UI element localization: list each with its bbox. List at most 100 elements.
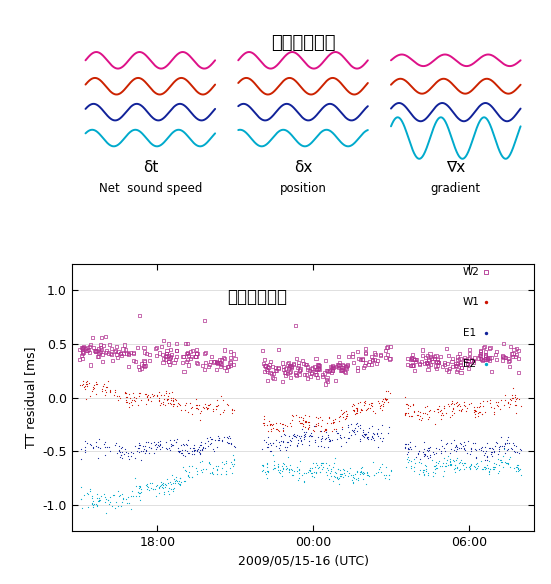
Point <box>135 440 144 450</box>
Point <box>407 444 415 454</box>
Point <box>507 349 516 359</box>
Point <box>300 411 309 420</box>
Point <box>361 349 370 358</box>
Point <box>166 439 175 449</box>
Point <box>461 445 469 454</box>
Point <box>172 352 181 361</box>
Point <box>100 450 109 459</box>
Point <box>77 380 86 390</box>
Point <box>409 360 418 370</box>
Point <box>279 458 288 468</box>
Point <box>514 460 522 470</box>
Point <box>155 395 164 405</box>
Point <box>183 347 192 357</box>
Point <box>295 431 304 440</box>
Point <box>202 402 210 412</box>
Point <box>383 429 392 438</box>
Point <box>348 426 356 435</box>
Point <box>101 383 110 392</box>
Point <box>116 349 125 358</box>
Point <box>365 404 374 413</box>
Point <box>511 467 520 476</box>
Point <box>220 459 229 468</box>
Point <box>294 475 302 484</box>
Text: 観測走時残差: 観測走時残差 <box>227 288 287 306</box>
Point <box>78 351 87 360</box>
Point <box>78 354 87 363</box>
Point <box>494 401 503 411</box>
Point <box>353 475 362 485</box>
Point <box>274 459 283 468</box>
Point <box>191 352 200 361</box>
Point <box>348 401 356 411</box>
Point <box>196 441 205 450</box>
Point <box>322 468 331 477</box>
Point <box>485 457 494 466</box>
Point <box>217 469 225 478</box>
Point <box>191 404 200 413</box>
Point <box>352 403 361 412</box>
Point <box>361 344 370 353</box>
Point <box>172 477 181 486</box>
Point <box>98 289 107 298</box>
Point <box>260 420 268 429</box>
Point <box>307 471 316 481</box>
Point <box>188 450 197 459</box>
Point <box>142 399 151 408</box>
Point <box>274 443 283 453</box>
Point <box>156 398 165 408</box>
Point <box>386 467 395 476</box>
Point <box>417 458 425 468</box>
Point <box>133 488 142 497</box>
Point <box>123 492 132 502</box>
Point <box>171 396 180 405</box>
Point <box>283 369 291 378</box>
Point <box>451 467 460 477</box>
Point <box>85 378 94 388</box>
Point <box>426 352 435 361</box>
Point <box>294 439 302 448</box>
Point <box>144 485 153 495</box>
Point <box>457 443 466 453</box>
Point <box>514 463 522 472</box>
Point <box>512 448 521 457</box>
Point <box>228 405 236 415</box>
Point <box>454 405 463 414</box>
Point <box>301 427 310 436</box>
Point <box>324 436 333 446</box>
Point <box>314 418 323 427</box>
Point <box>295 474 304 483</box>
Point <box>135 482 144 491</box>
Point <box>82 346 91 355</box>
Point <box>333 360 342 370</box>
Point <box>287 433 296 443</box>
Point <box>191 352 200 361</box>
Point <box>423 358 431 367</box>
Point <box>433 357 441 366</box>
Point <box>371 468 380 477</box>
Point <box>197 445 206 454</box>
Point <box>350 405 359 414</box>
Point <box>300 432 309 441</box>
Point <box>322 373 331 382</box>
Point <box>321 458 330 468</box>
Point <box>204 400 213 409</box>
Point <box>182 357 191 366</box>
Point <box>485 443 494 453</box>
Point <box>164 478 173 488</box>
Point <box>458 405 467 414</box>
Point <box>473 408 482 418</box>
Point <box>261 367 269 376</box>
Point <box>307 431 316 440</box>
Point <box>445 457 454 466</box>
Point <box>472 406 480 416</box>
Point <box>302 418 311 427</box>
Point <box>92 442 101 451</box>
Point <box>101 332 110 341</box>
Point <box>197 465 206 475</box>
Point <box>257 445 266 454</box>
Point <box>386 342 395 352</box>
Point <box>230 455 239 464</box>
Point <box>302 364 311 374</box>
Point <box>514 354 522 364</box>
